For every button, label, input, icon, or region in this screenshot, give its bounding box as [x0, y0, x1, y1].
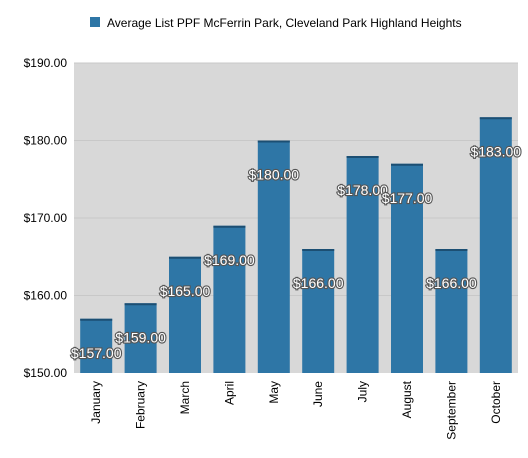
data-label: $165.00 [160, 283, 211, 299]
y-tick-label: $180.00 [24, 134, 68, 148]
x-tick-label: June [311, 381, 325, 407]
data-label: $178.00 [337, 182, 388, 198]
bar [169, 256, 201, 373]
bar-top-edge [213, 225, 246, 228]
bar [435, 249, 468, 373]
bar-top-edge [257, 140, 290, 143]
data-label: $183.00 [470, 143, 521, 159]
legend-label: Average List PPF McFerrin Park, Clevelan… [107, 16, 462, 30]
bars [80, 117, 512, 373]
bar-top-edge [346, 156, 379, 158]
y-tick-label: $170.00 [24, 211, 68, 225]
x-tick-label: May [267, 381, 281, 404]
y-tick-label: $150.00 [24, 366, 68, 380]
bar [479, 117, 512, 373]
legend-swatch [90, 17, 100, 27]
x-tick-label: August [400, 380, 414, 418]
bar-top-edge [80, 318, 113, 321]
x-tick-label: July [356, 381, 370, 402]
x-axis-ticks: January February March April May June July Augu… [89, 380, 503, 439]
bar [302, 249, 335, 373]
y-tick-label: $160.00 [24, 289, 68, 303]
bar [213, 225, 246, 373]
bar [391, 163, 423, 373]
y-tick-label: $190.00 [24, 56, 68, 70]
x-tick-label: April [222, 381, 236, 405]
data-label: $157.00 [71, 345, 122, 361]
x-tick-label: October [489, 381, 503, 424]
x-tick-label: March [178, 381, 192, 414]
data-label: $169.00 [204, 252, 255, 268]
y-axis-ticks: $150.00 $160.00 $170.00 $180.00 $190.00 [24, 56, 68, 380]
bar-top-edge [435, 249, 468, 251]
bar [80, 318, 113, 373]
data-label: $180.00 [248, 167, 299, 183]
bar-top-edge [124, 303, 157, 306]
x-tick-label: September [444, 381, 458, 440]
bar-top-edge [169, 256, 201, 259]
legend: Average List PPF McFerrin Park, Clevelan… [90, 16, 462, 30]
bar-top-edge [391, 163, 423, 166]
bar [257, 140, 290, 373]
x-tick-label: February [134, 381, 148, 429]
bar [124, 303, 157, 373]
x-tick-label: January [89, 381, 103, 424]
bar-top-edge [479, 117, 512, 120]
data-label: $177.00 [382, 190, 433, 206]
data-label: $159.00 [115, 329, 166, 345]
data-label: $166.00 [426, 275, 477, 291]
data-label: $166.00 [293, 275, 344, 291]
data-labels: $157.00$159.00 $165.00 $169.00 $180.00 $166.… [70, 142, 523, 362]
bar-top-edge [302, 249, 335, 251]
bar [346, 156, 379, 373]
